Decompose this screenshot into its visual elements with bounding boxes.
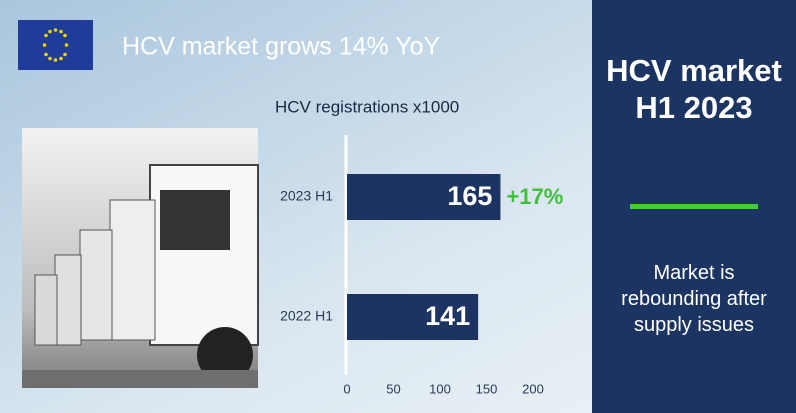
x-tick-label: 100 (429, 381, 451, 396)
x-tick-label: 150 (476, 381, 498, 396)
y-tick-label: 2023 H1 (280, 188, 333, 204)
eu-flag (18, 20, 93, 70)
y-tick-label: 2022 H1 (280, 308, 333, 324)
bar (347, 294, 479, 340)
annotation: +17% (506, 184, 563, 209)
chart-subtitle: HCV registrations x1000 (275, 97, 459, 116)
panel-title: HCV market H1 2023 (606, 53, 782, 125)
bar (347, 174, 501, 220)
truck-photo (22, 128, 259, 388)
value-label: 165 (447, 181, 492, 211)
x-tick-label: 0 (343, 381, 350, 396)
value-label: 141 (425, 301, 470, 331)
panel-text: Market is rebounding after supply issues (621, 262, 767, 336)
x-tick-label: 200 (522, 381, 544, 396)
divider (630, 204, 758, 209)
x-tick-label: 50 (386, 381, 400, 396)
chart-title: HCV market grows 14% YoY (122, 33, 441, 61)
side-panel: HCV market H1 2023 Market is rebounding … (592, 0, 796, 413)
